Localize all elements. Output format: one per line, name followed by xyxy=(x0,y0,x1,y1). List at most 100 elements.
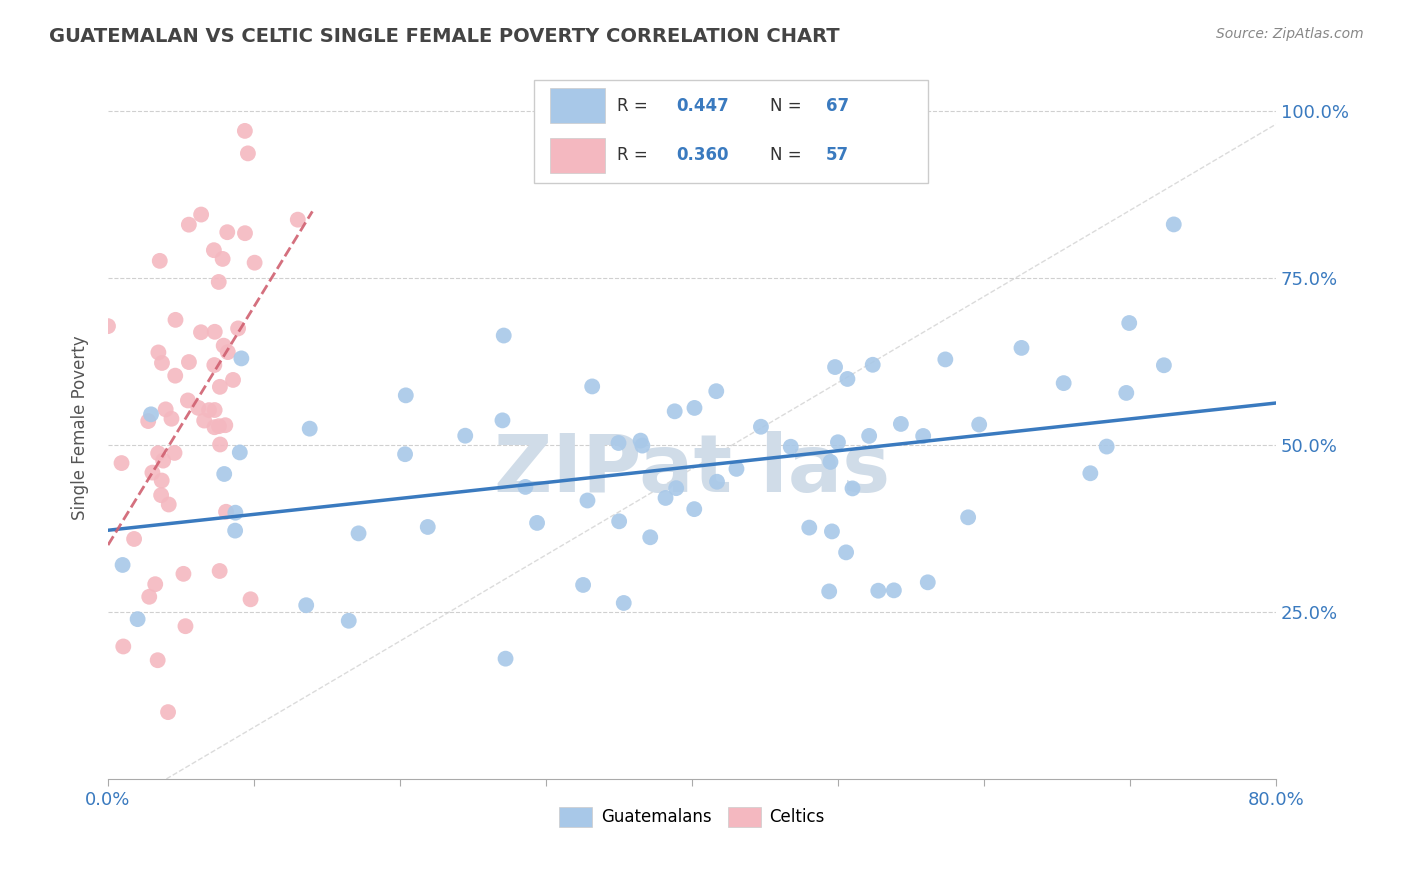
Point xyxy=(217,345,239,359)
Point xyxy=(492,328,515,343)
Text: 0.447: 0.447 xyxy=(676,97,728,115)
Point xyxy=(146,653,169,667)
Point xyxy=(576,493,599,508)
Point xyxy=(841,482,863,496)
Point xyxy=(165,313,187,327)
Point xyxy=(224,506,246,520)
Point xyxy=(110,456,132,470)
Point xyxy=(198,403,221,417)
Point xyxy=(149,253,172,268)
Point xyxy=(883,583,905,598)
Point xyxy=(394,447,416,461)
Point xyxy=(664,404,686,418)
Point xyxy=(155,402,177,417)
Point xyxy=(298,422,321,436)
Point xyxy=(827,435,849,450)
Point xyxy=(177,393,200,408)
Point xyxy=(581,379,603,393)
Point xyxy=(190,208,212,222)
Point xyxy=(222,373,245,387)
Point xyxy=(495,651,517,665)
Point xyxy=(239,592,262,607)
Point xyxy=(934,352,956,367)
Legend: Guatemalans, Celtics: Guatemalans, Celtics xyxy=(553,800,831,834)
Point xyxy=(187,401,209,415)
Text: R =: R = xyxy=(617,146,652,164)
Point xyxy=(630,434,652,448)
Point xyxy=(208,380,231,394)
Point xyxy=(236,146,259,161)
Point xyxy=(202,243,225,257)
Point xyxy=(638,530,661,544)
FancyBboxPatch shape xyxy=(550,88,605,123)
Point xyxy=(454,428,477,442)
Point xyxy=(824,359,846,374)
Point xyxy=(515,480,537,494)
Text: 0.360: 0.360 xyxy=(676,146,728,164)
Text: 57: 57 xyxy=(825,146,849,164)
Point xyxy=(779,440,801,454)
Point xyxy=(146,446,169,460)
Point xyxy=(160,411,183,425)
Point xyxy=(1095,440,1118,454)
Point xyxy=(148,345,170,359)
Point xyxy=(172,566,194,581)
Point xyxy=(112,640,135,654)
Point xyxy=(224,524,246,538)
Point xyxy=(139,408,162,422)
Point xyxy=(1163,218,1185,232)
Point xyxy=(1011,341,1033,355)
Point xyxy=(97,319,120,334)
Point xyxy=(212,339,235,353)
Point xyxy=(157,498,180,512)
Point xyxy=(416,520,439,534)
Point xyxy=(150,488,173,502)
Point xyxy=(152,453,174,467)
Point xyxy=(157,705,180,719)
Point xyxy=(821,524,844,539)
Point xyxy=(912,429,935,443)
Point xyxy=(204,403,226,417)
Point xyxy=(226,321,249,335)
Point xyxy=(136,414,159,428)
Point xyxy=(215,505,238,519)
Point xyxy=(287,212,309,227)
Text: R =: R = xyxy=(617,97,652,115)
Point xyxy=(858,429,880,443)
Point xyxy=(491,413,513,427)
Point xyxy=(214,418,236,433)
Point xyxy=(526,516,548,530)
Point xyxy=(243,255,266,269)
Text: N =: N = xyxy=(770,97,807,115)
Point xyxy=(233,226,256,240)
Point xyxy=(868,583,890,598)
Point xyxy=(613,596,636,610)
Point xyxy=(820,455,842,469)
Point xyxy=(665,481,688,495)
Point xyxy=(202,358,225,372)
Point xyxy=(862,358,884,372)
Point xyxy=(177,355,200,369)
Point xyxy=(607,514,630,528)
Text: Source: ZipAtlas.com: Source: ZipAtlas.com xyxy=(1216,27,1364,41)
Point xyxy=(818,584,841,599)
Point xyxy=(347,526,370,541)
Point xyxy=(572,578,595,592)
Point xyxy=(143,577,166,591)
Point xyxy=(1118,316,1140,330)
Point xyxy=(127,612,149,626)
Point xyxy=(212,467,235,481)
Point xyxy=(150,474,173,488)
Point xyxy=(208,564,231,578)
Point xyxy=(122,532,145,546)
Point xyxy=(1053,376,1076,391)
Point xyxy=(204,325,226,339)
Y-axis label: Single Female Poverty: Single Female Poverty xyxy=(72,336,89,521)
Point xyxy=(917,575,939,590)
Text: GUATEMALAN VS CELTIC SINGLE FEMALE POVERTY CORRELATION CHART: GUATEMALAN VS CELTIC SINGLE FEMALE POVER… xyxy=(49,27,839,45)
Point xyxy=(211,252,233,266)
Point xyxy=(208,419,231,434)
Point xyxy=(704,384,727,399)
Point xyxy=(174,619,197,633)
Point xyxy=(193,413,215,427)
